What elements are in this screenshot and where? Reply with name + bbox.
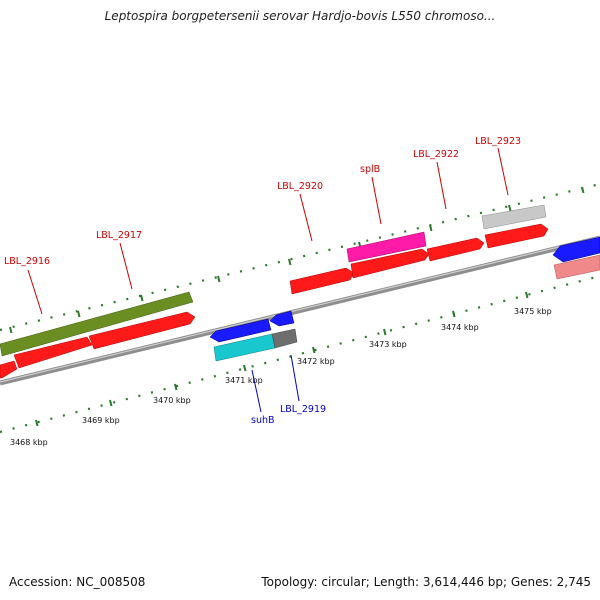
tick-major bbox=[429, 224, 433, 232]
tick-major bbox=[452, 310, 456, 318]
tick-major bbox=[243, 364, 247, 372]
gene-arrow-lbl2916 bbox=[0, 360, 18, 379]
gene-bar-dark-grey bbox=[271, 328, 298, 349]
gene-label-lbl2922: LBL_2922 bbox=[413, 149, 459, 160]
gene-arrow-right-blue bbox=[552, 236, 600, 263]
gene-label-lbl2919: LBL_2919 bbox=[280, 404, 326, 415]
reverse-genes[interactable] bbox=[209, 236, 600, 362]
kbp-label: 3471 kbp bbox=[225, 376, 263, 385]
kbp-label: 3473 kbp bbox=[369, 340, 407, 349]
gene-arrow-splb-red bbox=[350, 248, 430, 279]
genome-backbone bbox=[0, 235, 600, 386]
tick-major bbox=[77, 310, 81, 318]
gene-label-lbl2917: LBL_2917 bbox=[96, 230, 142, 241]
leader-lines bbox=[27, 147, 509, 413]
gene-arrow-lbl2917 bbox=[88, 311, 196, 350]
accession-text: Accession: NC_008508 bbox=[9, 575, 146, 589]
gene-arrow-lbl2923 bbox=[484, 223, 549, 249]
genome-summary-text: Topology: circular; Length: 3,614,446 bp… bbox=[261, 575, 591, 589]
tick-major bbox=[383, 328, 387, 336]
gene-arrow bbox=[13, 336, 93, 369]
gene-bar-pink bbox=[553, 254, 600, 280]
map-title: Leptospira borgpetersenii serovar Hardjo… bbox=[104, 9, 496, 23]
gene-label-lbl2923: LBL_2923 bbox=[475, 136, 521, 147]
tick-major bbox=[109, 399, 113, 407]
gene-label-lbl2920: LBL_2920 bbox=[277, 181, 323, 192]
gene-labels: LBL_2916 LBL_2917 LBL_2920 splB LBL_2922… bbox=[4, 136, 521, 426]
upper-tick-track bbox=[0, 182, 600, 334]
tick-major bbox=[9, 326, 13, 334]
kbp-label: 3469 kbp bbox=[82, 416, 120, 425]
tick-major bbox=[525, 291, 529, 299]
kbp-label: 3474 kbp bbox=[441, 323, 479, 332]
gene-bar-grey bbox=[481, 204, 547, 230]
tick-major bbox=[35, 419, 39, 427]
forward-genes[interactable] bbox=[0, 204, 549, 379]
kbp-label: 3468 kbp bbox=[10, 438, 48, 447]
kbp-label: 3475 kbp bbox=[514, 307, 552, 316]
kbp-label: 3472 kbp bbox=[297, 357, 335, 366]
tick-major bbox=[581, 186, 585, 194]
tick-major bbox=[217, 275, 221, 283]
kbp-labels: 3468 kbp 3469 kbp 3470 kbp 3471 kbp 3472… bbox=[10, 307, 552, 447]
gene-label-lbl2916: LBL_2916 bbox=[4, 256, 50, 267]
tick-major bbox=[288, 258, 292, 266]
tick-major bbox=[174, 383, 178, 391]
tick-major bbox=[508, 204, 512, 212]
gene-bar-olive bbox=[0, 291, 194, 357]
gene-arrow-suhb bbox=[209, 318, 272, 343]
lower-tick-track bbox=[0, 274, 600, 434]
gene-arrow-lbl2920 bbox=[289, 267, 355, 295]
kbp-label: 3470 kbp bbox=[153, 396, 191, 405]
gene-bar-splb bbox=[346, 231, 427, 263]
gene-label-splb: splB bbox=[360, 164, 380, 175]
gene-label-suhb: suhB bbox=[251, 415, 275, 426]
tick-major bbox=[140, 294, 144, 302]
gene-arrow-lbl2919 bbox=[269, 310, 295, 327]
gene-arrow-lbl2922 bbox=[426, 237, 485, 262]
tick-major bbox=[312, 346, 316, 354]
